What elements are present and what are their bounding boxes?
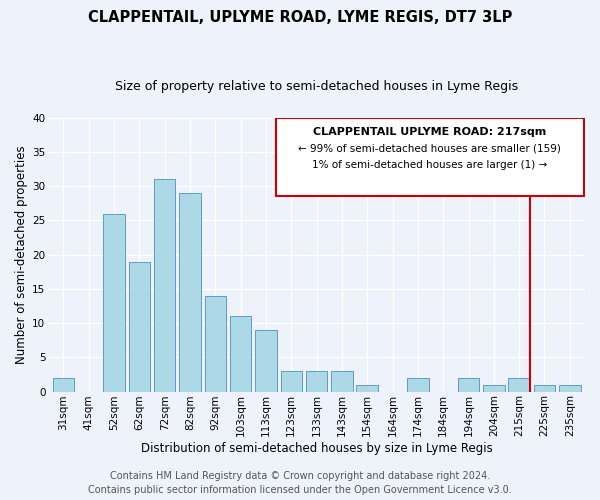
Bar	[483, 384, 505, 392]
X-axis label: Distribution of semi-detached houses by size in Lyme Regis: Distribution of semi-detached houses by …	[141, 442, 493, 455]
Bar	[205, 296, 226, 392]
Bar	[276, 118, 584, 196]
Bar	[255, 330, 277, 392]
Bar	[458, 378, 479, 392]
Bar	[331, 371, 353, 392]
Text: 1% of semi-detached houses are larger (1) →: 1% of semi-detached houses are larger (1…	[312, 160, 548, 170]
Bar	[103, 214, 125, 392]
Title: Size of property relative to semi-detached houses in Lyme Regis: Size of property relative to semi-detach…	[115, 80, 518, 93]
Bar	[356, 384, 378, 392]
Text: ← 99% of semi-detached houses are smaller (159): ← 99% of semi-detached houses are smalle…	[298, 144, 562, 154]
Text: CLAPPENTAIL, UPLYME ROAD, LYME REGIS, DT7 3LP: CLAPPENTAIL, UPLYME ROAD, LYME REGIS, DT…	[88, 10, 512, 25]
Bar	[508, 378, 530, 392]
Bar	[230, 316, 251, 392]
Bar	[154, 180, 175, 392]
Bar	[281, 371, 302, 392]
Bar	[53, 378, 74, 392]
Bar	[559, 384, 581, 392]
Bar	[179, 193, 201, 392]
Bar	[407, 378, 428, 392]
Text: Contains HM Land Registry data © Crown copyright and database right 2024.
Contai: Contains HM Land Registry data © Crown c…	[88, 471, 512, 495]
Text: CLAPPENTAIL UPLYME ROAD: 217sqm: CLAPPENTAIL UPLYME ROAD: 217sqm	[313, 128, 547, 138]
Y-axis label: Number of semi-detached properties: Number of semi-detached properties	[15, 146, 28, 364]
Bar	[128, 262, 150, 392]
Bar	[306, 371, 328, 392]
Bar	[534, 384, 555, 392]
